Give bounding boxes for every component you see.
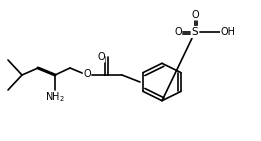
Text: S: S <box>192 27 198 37</box>
Text: O: O <box>174 27 182 37</box>
Text: O: O <box>97 52 105 62</box>
Text: O: O <box>191 10 199 20</box>
Text: O: O <box>83 69 91 79</box>
Text: OH: OH <box>221 27 235 37</box>
Text: NH$_2$: NH$_2$ <box>45 90 65 104</box>
